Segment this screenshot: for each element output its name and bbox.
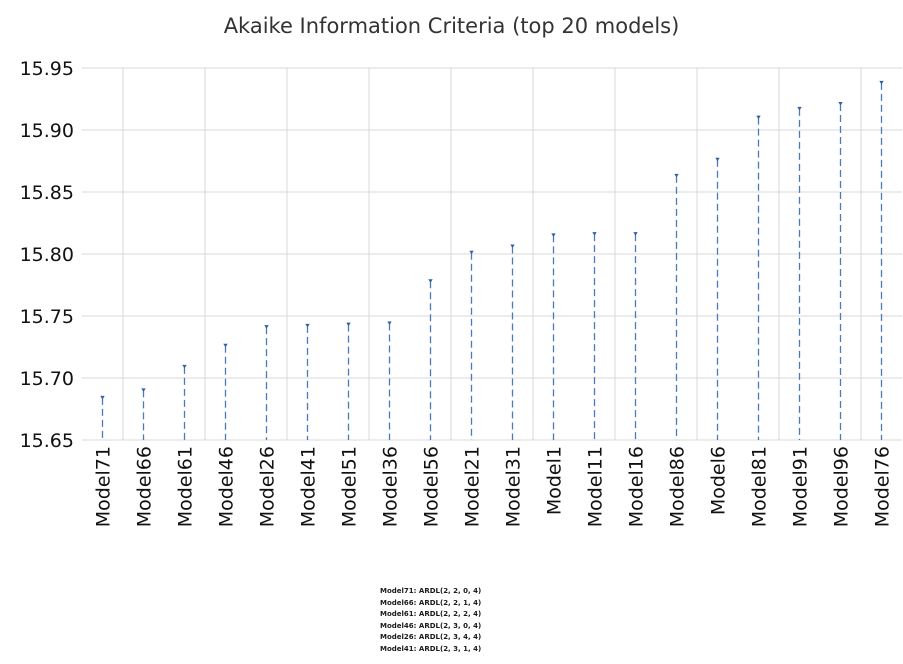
chart-title: Akaike Information Criteria (top 20 mode…	[223, 14, 680, 38]
x-tick-label: Model36	[380, 446, 402, 527]
data-point-marker	[469, 250, 474, 255]
data-point-marker	[674, 173, 679, 178]
legend-line: Model71: ARDL(2, 2, 0, 4)	[380, 587, 482, 595]
data-point-marker	[264, 325, 269, 329]
x-tick-label: Model91	[790, 446, 812, 527]
data-point-marker	[879, 80, 884, 85]
x-tick-label: Model71	[93, 446, 115, 527]
data-point-marker	[100, 395, 105, 400]
x-tick-label: Model46	[216, 446, 238, 527]
data-point-marker	[346, 322, 351, 327]
x-tick-label: Model21	[462, 446, 484, 527]
x-tick-label: Model66	[134, 446, 156, 527]
x-tick-label: Model6	[708, 446, 730, 515]
y-tick-label: 15.85	[20, 182, 74, 204]
y-tick-label: 15.70	[20, 368, 74, 390]
x-tick-label: Model81	[749, 446, 771, 527]
data-point-marker	[756, 115, 761, 120]
data-point-marker	[305, 323, 310, 328]
x-tick-label: Model61	[175, 446, 197, 527]
data-point-marker	[551, 233, 556, 237]
data-point-marker	[715, 157, 720, 162]
x-tick-label: Model31	[503, 446, 525, 527]
data-point-marker	[182, 364, 187, 369]
x-tick-label: Model1	[544, 446, 566, 515]
legend-line: Model26: ARDL(2, 3, 4, 4)	[380, 633, 482, 642]
x-tick-label: Model26	[257, 446, 279, 527]
x-tick-label: Model51	[339, 446, 361, 527]
x-tick-label: Model11	[585, 446, 607, 527]
data-point-marker	[592, 232, 597, 236]
data-point-marker	[223, 343, 228, 348]
legend-line: Model66: ARDL(2, 2, 1, 4)	[380, 598, 482, 607]
x-tick-label: Model76	[872, 446, 894, 527]
y-tick-label: 15.90	[20, 120, 74, 142]
data-point-marker	[510, 244, 515, 249]
data-point-marker	[428, 279, 433, 283]
data-point-marker	[838, 101, 843, 106]
data-point-marker	[797, 106, 802, 111]
legend-line: Model46: ARDL(2, 3, 0, 4)	[380, 621, 482, 630]
x-tick-label: Model96	[831, 446, 853, 527]
y-tick-label: 15.80	[20, 244, 74, 266]
legend-line: Model61: ARDL(2, 2, 2, 4)	[380, 610, 482, 619]
aic-chart: 15.65 15.70 15.75 15.80 15.85 15.90 15.95 Model…	[20, 58, 902, 527]
data-point-marker	[387, 321, 392, 325]
legend-line: Model41: ARDL(2, 3, 1, 4)	[380, 644, 482, 653]
x-tick-label: Model41	[298, 446, 320, 527]
data-point-marker	[141, 388, 146, 392]
model-legend: Model71: ARDL(2, 2, 0, 4) Model66: ARDL(…	[380, 586, 580, 656]
x-tick-label: Model56	[421, 446, 443, 527]
y-tick-label: 15.75	[20, 306, 74, 328]
y-tick-label: 15.95	[20, 58, 74, 80]
x-tick-label: Model16	[626, 446, 648, 527]
x-tick-label: Model86	[667, 446, 689, 527]
y-tick-label: 15.65	[20, 430, 74, 452]
data-point-marker	[633, 232, 638, 236]
